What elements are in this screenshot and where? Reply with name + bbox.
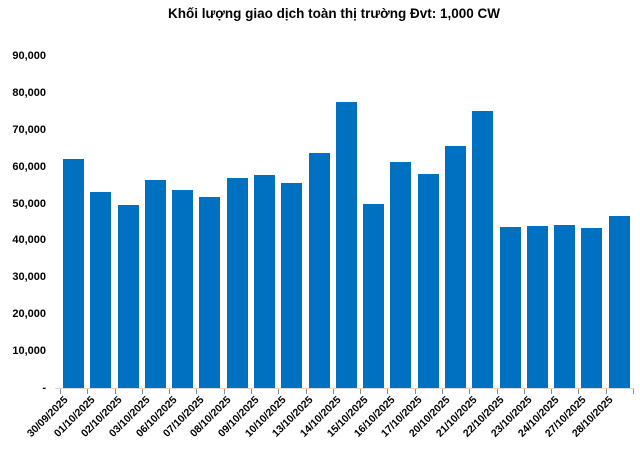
x-tick-mark xyxy=(224,389,225,394)
bar xyxy=(226,178,248,388)
x-tick-mark xyxy=(142,389,143,394)
bar xyxy=(172,190,194,388)
x-tick-mark xyxy=(497,389,498,394)
x-tick-mark xyxy=(578,389,579,394)
bar-slot xyxy=(578,56,605,388)
x-axis-line xyxy=(55,388,634,389)
y-axis-label: 60,000 xyxy=(12,160,46,173)
bar-slot xyxy=(169,56,196,388)
y-axis-label: 10,000 xyxy=(12,345,46,358)
bar-slot xyxy=(224,56,251,388)
x-tick-mark xyxy=(278,389,279,394)
chart-title: Khối lượng giao dịch toàn thị trường Đvt… xyxy=(168,6,500,21)
bar xyxy=(90,192,112,388)
bar-slot xyxy=(278,56,305,388)
x-tick-mark xyxy=(387,389,388,394)
y-axis-label: 80,000 xyxy=(12,86,46,99)
bar xyxy=(335,102,357,388)
bar-slot xyxy=(551,56,578,388)
y-axis-label: 30,000 xyxy=(12,271,46,284)
y-axis-label: 50,000 xyxy=(12,197,46,210)
x-tick-mark xyxy=(606,389,607,394)
x-tick-mark xyxy=(360,389,361,394)
x-tick-mark xyxy=(524,389,525,394)
bar-slot xyxy=(196,56,223,388)
bar-slot xyxy=(524,56,551,388)
bar xyxy=(254,175,275,388)
bar-slot xyxy=(387,56,414,388)
x-tick-mark xyxy=(60,389,61,394)
bar-slot xyxy=(360,56,387,388)
bar-slot xyxy=(469,56,496,388)
bar xyxy=(417,174,439,388)
bar xyxy=(445,146,466,388)
x-tick-mark xyxy=(87,389,88,394)
bar-slot xyxy=(497,56,524,388)
x-tick-mark xyxy=(442,389,443,394)
bar xyxy=(363,204,385,388)
bar xyxy=(472,111,494,388)
bar xyxy=(581,228,603,388)
x-tick-mark xyxy=(333,389,334,394)
bar xyxy=(554,225,576,388)
bar-slot xyxy=(142,56,169,388)
bar-slot xyxy=(306,56,333,388)
bar-slot xyxy=(115,56,142,388)
x-tick-mark xyxy=(306,389,307,394)
y-axis-label: 90,000 xyxy=(12,50,46,62)
y-axis-label: 40,000 xyxy=(12,234,46,247)
x-tick-mark xyxy=(169,389,170,394)
bar xyxy=(117,205,139,388)
bar xyxy=(281,183,303,388)
bar-slot xyxy=(87,56,114,388)
bar xyxy=(526,226,548,388)
bar xyxy=(144,180,166,388)
bar xyxy=(308,153,330,388)
bar-slot xyxy=(333,56,360,388)
bar xyxy=(63,159,84,388)
bar xyxy=(390,162,412,388)
plot-area xyxy=(60,56,633,388)
bar-slot xyxy=(251,56,278,388)
bar-slot xyxy=(606,56,633,388)
x-tick-mark xyxy=(251,389,252,394)
bar xyxy=(608,216,630,388)
bar-slot xyxy=(60,56,87,388)
bar xyxy=(499,227,521,388)
bar xyxy=(199,197,221,388)
x-tick-mark xyxy=(633,389,634,394)
bar-slot xyxy=(415,56,442,388)
y-axis-label: - xyxy=(42,382,46,394)
x-tick-mark xyxy=(415,389,416,394)
y-axis-label: 20,000 xyxy=(12,308,46,321)
y-axis-label: 70,000 xyxy=(12,123,46,136)
x-tick-mark xyxy=(115,389,116,394)
x-tick-mark xyxy=(469,389,470,394)
x-tick-mark xyxy=(196,389,197,394)
x-tick-mark xyxy=(551,389,552,394)
bar-slot xyxy=(442,56,469,388)
